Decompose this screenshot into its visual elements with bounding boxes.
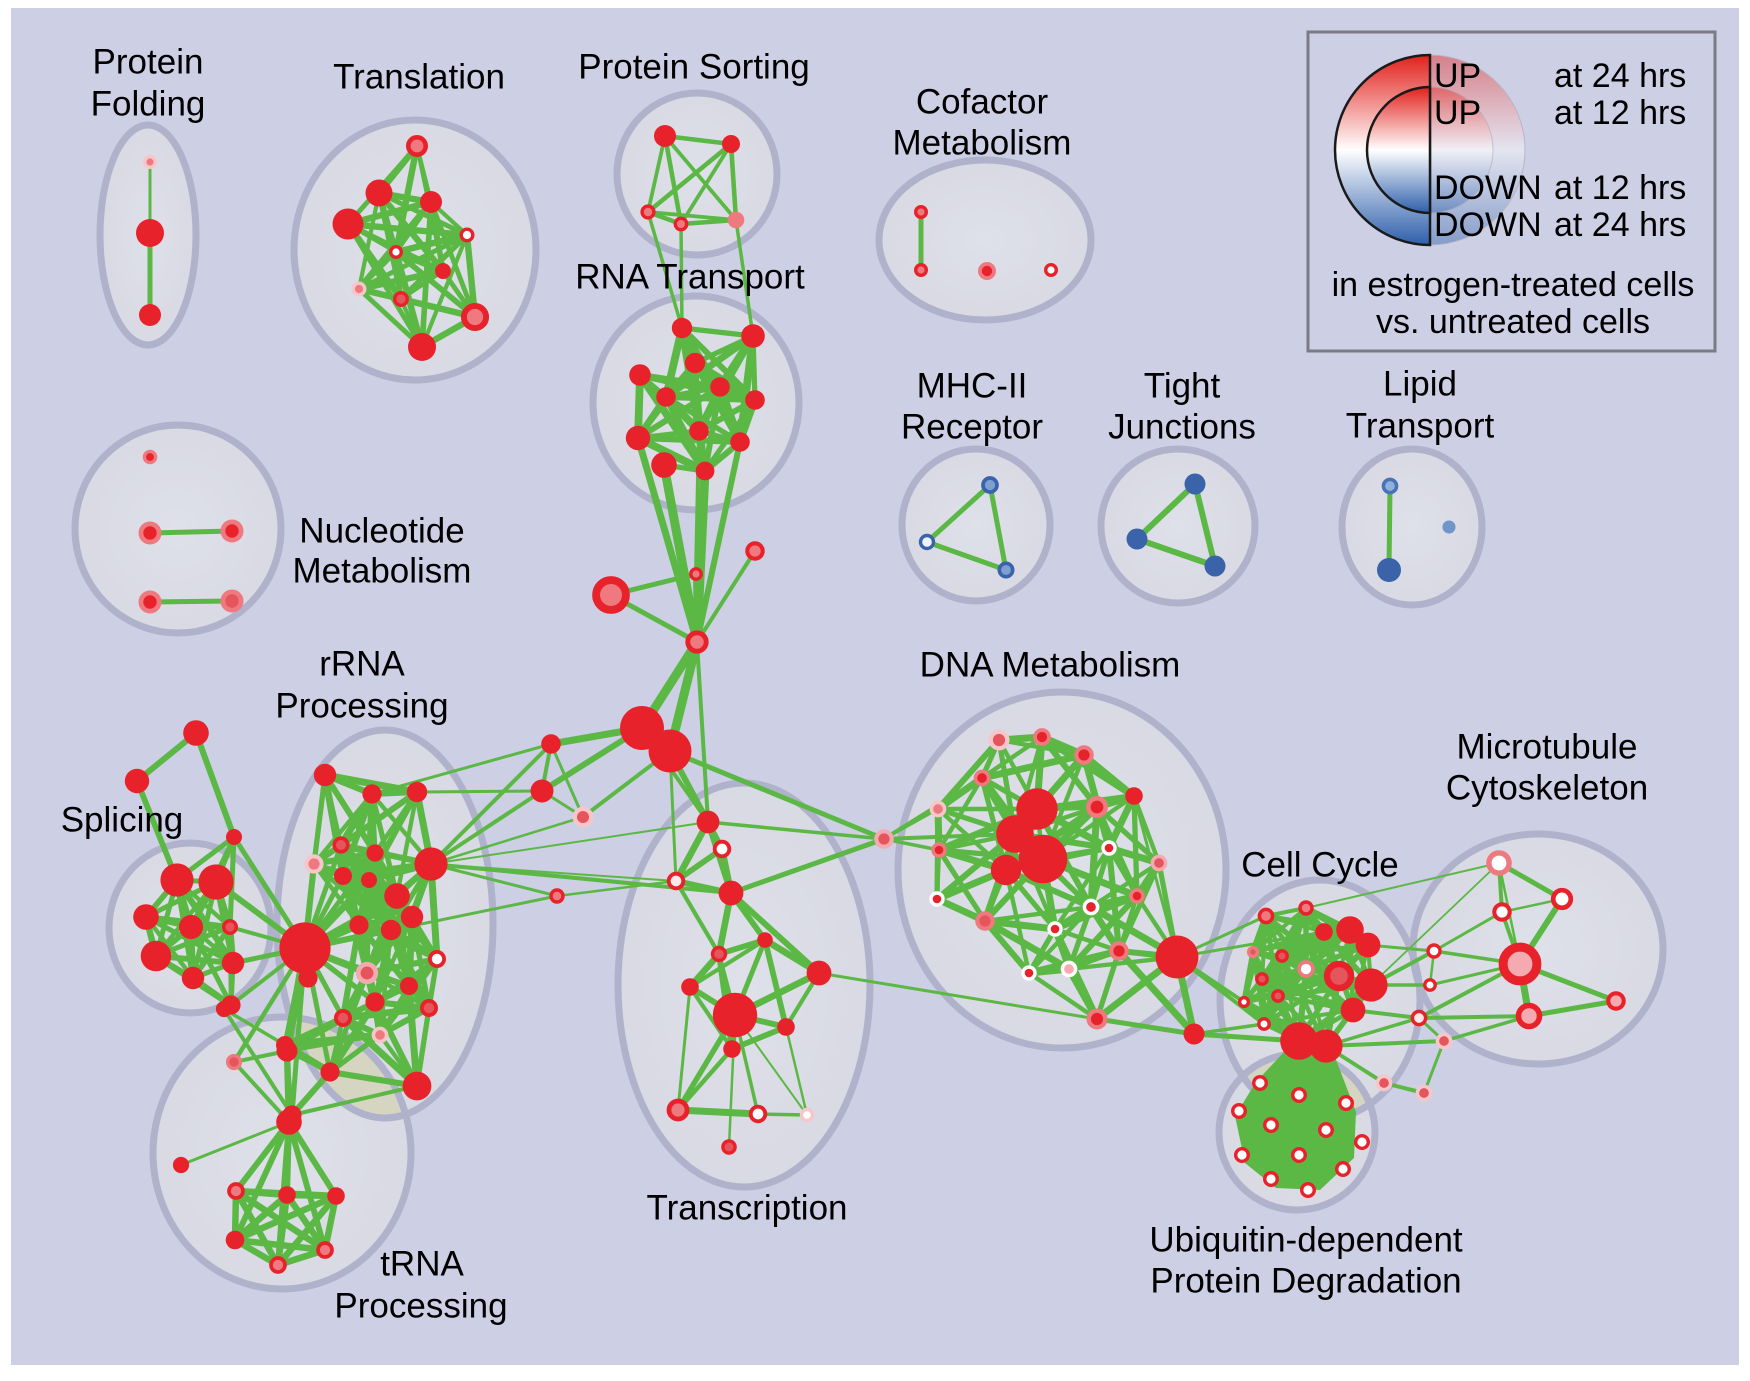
svg-text:Cofactor: Cofactor <box>916 83 1049 122</box>
svg-text:Folding: Folding <box>91 85 206 124</box>
svg-text:Metabolism: Metabolism <box>893 124 1072 163</box>
svg-text:Microtubule: Microtubule <box>1457 728 1638 767</box>
svg-text:Cell Cycle: Cell Cycle <box>1241 846 1399 885</box>
svg-text:at 24 hrs: at 24 hrs <box>1554 206 1686 244</box>
svg-text:vs. untreated cells: vs. untreated cells <box>1376 303 1650 341</box>
svg-text:in estrogen-treated cells: in estrogen-treated cells <box>1332 266 1695 304</box>
svg-text:Splicing: Splicing <box>61 801 184 840</box>
svg-text:Tight: Tight <box>1144 367 1221 406</box>
svg-text:MHC-II: MHC-II <box>917 367 1028 406</box>
svg-text:Protein Degradation: Protein Degradation <box>1150 1262 1461 1301</box>
svg-text:DOWN: DOWN <box>1434 169 1542 207</box>
svg-text:Transport: Transport <box>1346 407 1495 446</box>
svg-text:DNA Metabolism: DNA Metabolism <box>920 646 1181 685</box>
svg-text:UP: UP <box>1434 57 1481 95</box>
svg-text:Junctions: Junctions <box>1108 408 1256 447</box>
svg-text:Translation: Translation <box>333 58 505 97</box>
svg-text:RNA Transport: RNA Transport <box>575 258 805 297</box>
svg-text:Cytoskeleton: Cytoskeleton <box>1446 769 1648 808</box>
svg-text:Processing: Processing <box>275 687 448 726</box>
svg-text:Processing: Processing <box>334 1287 507 1326</box>
svg-text:at 12 hrs: at 12 hrs <box>1554 169 1686 207</box>
svg-text:UP: UP <box>1434 94 1481 132</box>
svg-text:Ubiquitin-dependent: Ubiquitin-dependent <box>1149 1221 1463 1260</box>
svg-text:Nucleotide: Nucleotide <box>299 512 464 551</box>
svg-text:tRNA: tRNA <box>380 1245 464 1284</box>
svg-text:rRNA: rRNA <box>319 645 405 684</box>
svg-text:Transcription: Transcription <box>647 1189 848 1228</box>
svg-text:Protein: Protein <box>93 43 204 82</box>
svg-text:at 24 hrs: at 24 hrs <box>1554 57 1686 95</box>
svg-text:at 12 hrs: at 12 hrs <box>1554 94 1686 132</box>
svg-text:Receptor: Receptor <box>901 408 1043 447</box>
svg-text:DOWN: DOWN <box>1434 206 1542 244</box>
svg-text:Metabolism: Metabolism <box>293 552 472 591</box>
svg-text:Protein Sorting: Protein Sorting <box>578 48 810 87</box>
svg-text:Lipid: Lipid <box>1383 365 1457 404</box>
